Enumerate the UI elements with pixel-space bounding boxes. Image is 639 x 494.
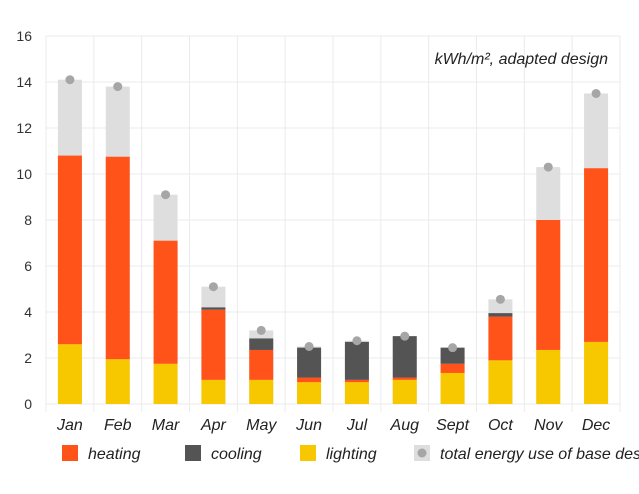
heating-bar — [153, 240, 178, 364]
legend-item-total: total energy use of base design — [414, 445, 639, 463]
cooling-bar — [440, 347, 465, 364]
bars — [57, 79, 609, 404]
base-design-marker — [591, 89, 601, 98]
heating-bar — [584, 168, 609, 342]
x-tick-label: Jun — [295, 417, 322, 434]
heating-bar — [488, 316, 513, 361]
x-tick-label: Dec — [582, 417, 610, 434]
heating-bar — [297, 377, 322, 383]
x-tick-label: Apr — [200, 417, 227, 434]
y-axis: 0 2 4 6 8 10 12 14 16 — [16, 28, 32, 412]
legend-marker — [417, 448, 427, 458]
x-axis: Jan Feb Mar Apr May Jun Jul Aug Sept Oct Nov Dec — [56, 417, 610, 434]
y-tick-label: 2 — [24, 350, 32, 366]
y-tick-label: 10 — [16, 166, 32, 182]
lighting-bar — [440, 372, 465, 404]
cooling-bar — [344, 341, 369, 380]
base-design-marker — [65, 75, 75, 85]
base-design-marker — [495, 294, 505, 304]
cooling-bar — [297, 347, 322, 378]
y-tick-label: 12 — [16, 120, 32, 136]
base-design-marker — [352, 336, 362, 346]
x-tick-label: Jan — [56, 417, 83, 434]
x-tick-label: Mar — [152, 417, 180, 434]
heating-bar — [440, 363, 465, 373]
lighting-bar — [153, 363, 178, 404]
legend-label: lighting — [326, 446, 377, 463]
legend-item-lighting: lighting — [300, 445, 377, 463]
y-tick-label: 16 — [16, 28, 32, 44]
heating-bar — [201, 309, 226, 380]
base-design-marker — [208, 282, 218, 292]
y-tick-label: 6 — [24, 258, 32, 274]
y-tick-label: 8 — [24, 212, 32, 228]
lighting-bar — [105, 359, 130, 404]
y-tick-label: 0 — [24, 396, 32, 412]
legend-swatch — [300, 445, 316, 461]
cooling-bar — [488, 313, 513, 317]
cooling-bar — [201, 307, 226, 310]
heating-bar — [105, 156, 130, 360]
legend-label: cooling — [211, 446, 262, 463]
cooling-bar — [392, 336, 417, 378]
legend-item-cooling: cooling — [185, 445, 262, 463]
chart-annotation: kWh/m², adapted design — [435, 51, 609, 68]
heating-bar — [249, 349, 274, 380]
legend-swatch — [62, 445, 78, 461]
y-tick-label: 14 — [16, 74, 32, 90]
base-design-marker — [448, 343, 458, 353]
base-design-markers — [65, 75, 601, 353]
legend-label: total energy use of base design — [440, 446, 639, 463]
y-tick-label: 4 — [24, 304, 32, 320]
gridlines — [45, 35, 621, 412]
lighting-bar — [488, 360, 513, 404]
cooling-bar — [249, 338, 274, 350]
x-tick-label: Feb — [104, 417, 132, 434]
base-design-marker — [113, 82, 123, 92]
x-tick-label: Nov — [534, 417, 563, 434]
base-design-marker — [400, 331, 410, 341]
lighting-bar — [249, 379, 274, 404]
lighting-bar — [201, 379, 226, 404]
heating-bar — [392, 377, 417, 380]
lighting-bar — [297, 382, 322, 404]
lighting-bar — [344, 382, 369, 404]
legend-item-heating: heating — [62, 445, 141, 463]
lighting-bar — [392, 379, 417, 404]
lighting-bar — [57, 344, 82, 404]
base-design-marker — [304, 342, 314, 351]
legend-label: heating — [88, 446, 141, 463]
heating-bar — [344, 379, 369, 383]
base-design-marker — [256, 325, 266, 335]
x-tick-label: May — [246, 417, 277, 434]
base-design-marker — [543, 162, 553, 172]
base-design-marker — [161, 190, 171, 200]
heating-bar — [57, 155, 82, 345]
x-tick-label: Aug — [390, 417, 420, 434]
lighting-bar — [536, 349, 561, 404]
x-tick-label: Oct — [488, 417, 513, 434]
heating-bar — [536, 220, 561, 350]
x-tick-label: Sept — [436, 417, 469, 434]
legend: heating cooling lighting total energy use o… — [62, 445, 639, 463]
x-tick-label: Jul — [346, 417, 368, 434]
lighting-bar — [584, 341, 609, 404]
legend-swatch — [185, 445, 201, 461]
